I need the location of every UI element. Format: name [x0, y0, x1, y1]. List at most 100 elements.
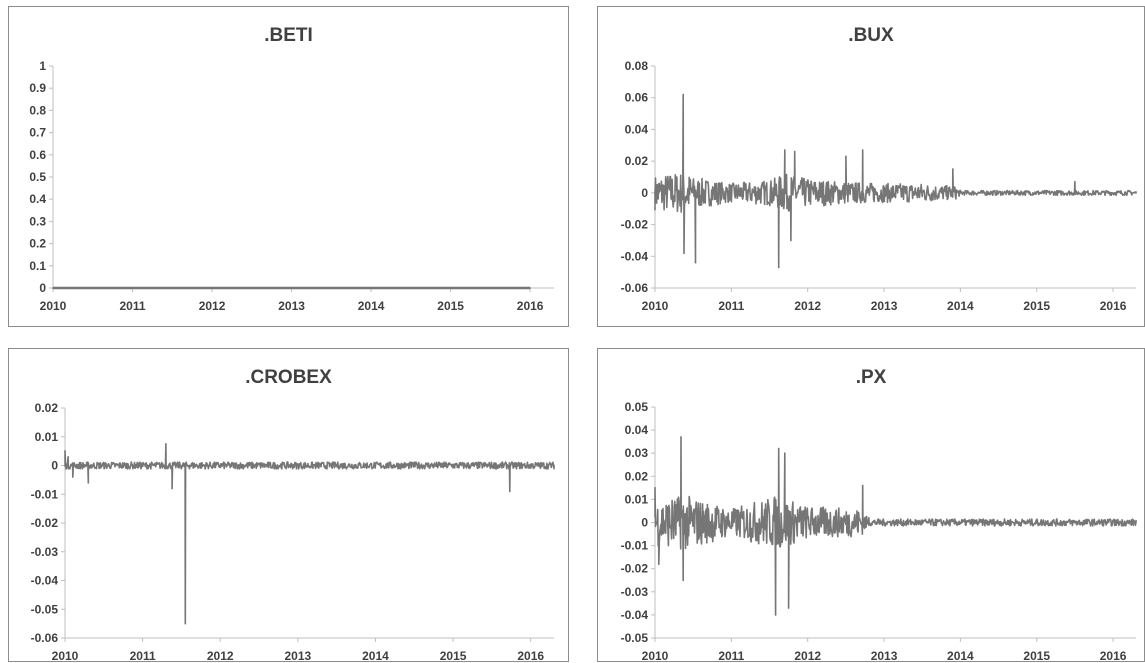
data-point: [774, 614, 777, 616]
y-tick-label: -0.01: [31, 487, 59, 501]
x-tick-label: 2015: [440, 649, 467, 663]
x-tick-label: 2014: [362, 649, 389, 663]
chart-panel-beti: .BETI 0 0.1 0.2 0.3 0.4 0.5 0.6 0.7 0.8 0.9 1 2010 2…: [8, 6, 569, 327]
y-tick-label: -0.05: [621, 631, 649, 645]
y-tick-label: 1: [39, 59, 46, 73]
data-point: [654, 192, 656, 194]
x-tick-label: 2015: [1023, 299, 1050, 313]
chart-panel-crobex: .CROBEX -0.06 -0.05 -0.04 -0.03 -0.02 -0.01 0 0…: [8, 348, 569, 663]
y-tick-label: -0.04: [31, 574, 59, 588]
data-point: [959, 192, 962, 194]
y-tick-label: 0.02: [625, 154, 649, 168]
x-tick-label: 2010: [642, 299, 669, 313]
data-point: [1074, 181, 1076, 183]
data-point: [290, 287, 293, 289]
x-tick-label: 2014: [947, 299, 974, 313]
y-tick-label: 0.6: [29, 148, 46, 162]
x-tick-label: 2011: [130, 649, 156, 663]
y-tick-label: -0.04: [621, 249, 649, 263]
series-line: [654, 93, 1137, 269]
chart-title: .CROBEX: [245, 367, 332, 388]
x-tick-label: 2016: [517, 649, 544, 663]
y-tick-label: 0.04: [625, 423, 649, 437]
y-tick-label: -0.02: [621, 218, 649, 232]
chart-plot: 0 0.1 0.2 0.3 0.4 0.5 0.6 0.7 0.8 0.9 1 2010 2011 201…: [29, 59, 554, 313]
y-tick-label: 0.01: [625, 492, 649, 506]
data-point: [787, 607, 790, 609]
x-tick-label: 2011: [718, 649, 744, 663]
x-tick-label: 2013: [871, 299, 898, 313]
data-point: [165, 443, 167, 445]
y-tick-label: 0.1: [29, 259, 46, 273]
y-tick-label: 0.01: [35, 430, 59, 444]
chart-panel-bux: .BUX -0.06 -0.04 -0.02 0 0.02 0.04 0.06 0.08 201…: [597, 6, 1145, 327]
data-point: [553, 464, 555, 467]
y-tick-label: 0.2: [29, 237, 46, 251]
y-tick-label: 0.9: [29, 81, 46, 95]
data-point: [868, 517, 870, 519]
data-point: [682, 93, 684, 96]
y-tick-label: 0.8: [29, 103, 46, 117]
data-point: [64, 450, 66, 452]
data-point: [695, 192, 697, 194]
data-point: [952, 168, 954, 170]
x-tick-label: 2014: [358, 299, 385, 313]
x-tick-label: 2016: [1100, 299, 1127, 313]
data-point: [658, 192, 660, 194]
y-tick-label: 0.4: [29, 192, 46, 206]
y-tick-label: -0.06: [31, 631, 59, 645]
data-point: [529, 287, 531, 289]
y-tick-label: 0: [39, 281, 46, 295]
data-point: [658, 563, 660, 565]
x-tick-label: 2011: [120, 299, 146, 313]
data-point: [845, 155, 847, 158]
y-tick-label: 0: [641, 186, 648, 200]
y-tick-label: 0.5: [29, 170, 46, 184]
data-point: [694, 261, 697, 264]
y-tick-label: -0.04: [621, 608, 649, 622]
x-tick-label: 2015: [437, 299, 464, 313]
data-point: [777, 447, 780, 450]
y-tick-label: 0.06: [625, 91, 649, 105]
x-tick-label: 2010: [642, 649, 669, 663]
x-tick-label: 2016: [517, 299, 544, 313]
data-point: [654, 487, 656, 489]
x-tick-label: 2011: [718, 299, 744, 313]
y-tick-label: -0.03: [621, 585, 649, 599]
x-tick-label: 2014: [947, 649, 974, 663]
data-point: [1135, 192, 1137, 194]
data-point: [211, 287, 213, 289]
data-point: [509, 490, 511, 493]
chart-title: .BETI: [264, 25, 313, 46]
data-point: [784, 149, 786, 151]
data-point: [861, 149, 864, 151]
x-tick-label: 2012: [199, 299, 226, 313]
chart-plot: -0.06 -0.05 -0.04 -0.03 -0.02 -0.01 0 0.01 0.02 2…: [31, 401, 555, 663]
x-tick-label: 2013: [871, 649, 898, 663]
chart-plot: -0.05 -0.04 -0.03 -0.02 -0.01 0 0.01 0.02 0.03 0.…: [621, 400, 1137, 663]
chart-title: .PX: [855, 367, 887, 388]
data-point: [514, 464, 516, 467]
data-point: [171, 487, 173, 490]
y-tick-label: -0.03: [31, 545, 59, 559]
data-point: [683, 252, 685, 254]
y-tick-label: -0.05: [31, 602, 59, 616]
chart-title: .BUX: [848, 25, 894, 46]
data-point: [793, 150, 796, 153]
y-tick-label: 0.03: [625, 446, 649, 460]
y-tick-label: -0.01: [621, 539, 649, 553]
y-tick-label: 0.02: [35, 401, 59, 415]
data-point: [682, 579, 684, 582]
x-tick-label: 2010: [52, 649, 79, 663]
data-point: [790, 239, 792, 242]
y-tick-label: 0.04: [625, 122, 649, 136]
x-tick-label: 2015: [1023, 649, 1050, 663]
data-point: [370, 287, 372, 289]
x-tick-label: 2010: [40, 299, 67, 313]
x-tick-label: 2013: [278, 299, 305, 313]
x-tick-label: 2013: [285, 649, 312, 663]
y-tick-label: 0.7: [29, 126, 46, 140]
chart-panel-px: .PX -0.05 -0.04 -0.03 -0.02 -0.01 0 0.01 0.02 0.…: [597, 348, 1145, 663]
y-tick-label: 0.08: [625, 59, 649, 73]
y-tick-label: 0: [641, 516, 648, 530]
